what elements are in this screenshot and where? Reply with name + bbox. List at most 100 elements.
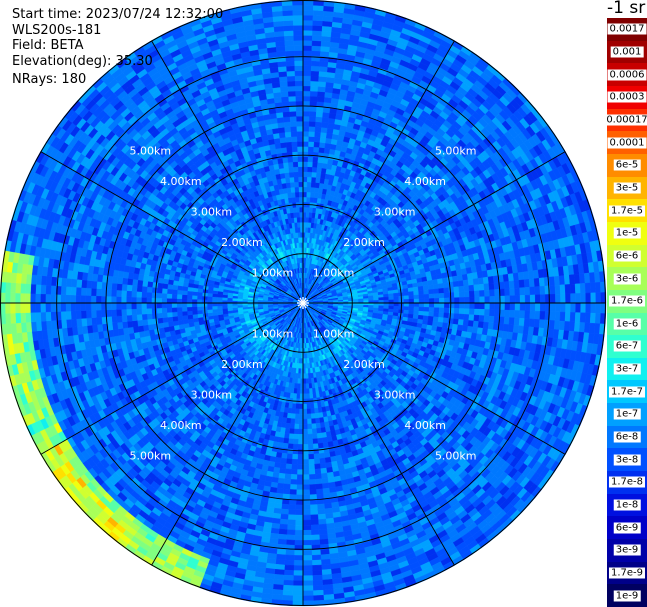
heatmap-cell bbox=[403, 306, 410, 311]
heatmap-cell bbox=[191, 306, 198, 311]
heatmap-cell bbox=[309, 403, 315, 410]
heatmap-cell bbox=[294, 413, 300, 420]
heatmap-cell bbox=[305, 206, 310, 213]
heatmap-cell bbox=[432, 283, 439, 290]
heatmap-cell bbox=[432, 279, 439, 285]
heatmap-cell bbox=[181, 310, 188, 316]
heatmap-cell bbox=[186, 310, 193, 316]
heatmap-cell bbox=[166, 311, 173, 318]
heatmap-cell bbox=[306, 191, 311, 198]
heatmap-cell bbox=[308, 388, 313, 394]
heatmap-cell bbox=[305, 388, 310, 395]
heatmap-cell bbox=[307, 428, 313, 435]
heatmap-cell bbox=[299, 393, 304, 400]
heatmap-cell bbox=[321, 432, 327, 439]
heatmap-cell bbox=[171, 311, 178, 317]
heatmap-cell bbox=[294, 181, 300, 188]
heatmap-cell bbox=[388, 293, 394, 298]
heatmap-cell bbox=[166, 302, 172, 308]
heatmap-cell bbox=[393, 305, 400, 310]
heatmap-cell bbox=[171, 293, 178, 299]
heatmap-cell bbox=[298, 434, 304, 440]
heatmap-cell bbox=[408, 302, 415, 308]
heatmap-cell bbox=[196, 295, 203, 300]
heatmap-cell bbox=[423, 307, 430, 313]
heatmap-cell bbox=[433, 288, 440, 295]
heatmap-cell bbox=[293, 176, 299, 183]
heatmap-cell bbox=[311, 433, 318, 440]
heatmap-cell bbox=[408, 295, 415, 300]
heatmap-cell bbox=[212, 308, 218, 313]
heatmap-cell bbox=[413, 302, 420, 308]
heatmap-cell bbox=[171, 298, 178, 304]
heatmap-cell bbox=[211, 296, 218, 301]
heatmap-cell bbox=[413, 306, 420, 312]
heatmap-cell bbox=[316, 432, 323, 439]
heatmap-cell bbox=[302, 171, 308, 178]
heatmap-cell bbox=[293, 217, 298, 223]
heatmap-cell bbox=[418, 310, 425, 316]
heatmap-cell bbox=[290, 413, 296, 420]
heatmap-cell bbox=[311, 166, 318, 173]
heatmap-cell bbox=[302, 166, 308, 172]
heatmap-cell bbox=[321, 437, 328, 444]
heatmap-cell bbox=[311, 423, 317, 430]
heatmap-cell bbox=[299, 196, 304, 203]
heatmap-cell bbox=[289, 171, 295, 178]
heatmap-cell bbox=[306, 403, 311, 410]
heatmap-cell bbox=[314, 417, 321, 424]
heatmap-cell bbox=[217, 308, 223, 313]
heatmap-cell bbox=[307, 438, 314, 445]
heatmap-cell bbox=[305, 368, 309, 374]
heatmap-cell bbox=[418, 290, 425, 296]
heatmap-cell bbox=[290, 181, 296, 188]
heatmap-cell bbox=[161, 297, 167, 304]
heatmap-cell bbox=[288, 166, 295, 173]
heatmap-cell bbox=[302, 403, 307, 410]
heatmap-cell bbox=[186, 294, 193, 300]
heatmap-cell bbox=[206, 296, 213, 301]
heatmap-cell bbox=[216, 305, 223, 310]
heatmap-cell bbox=[191, 298, 198, 304]
heatmap-cell bbox=[307, 161, 314, 168]
heatmap-cell bbox=[383, 296, 390, 301]
heatmap-cell bbox=[293, 423, 299, 430]
heatmap-cell bbox=[187, 314, 194, 320]
heatmap-cell bbox=[368, 297, 374, 301]
heatmap-cell bbox=[211, 305, 218, 310]
heatmap-cell bbox=[408, 291, 415, 296]
heatmap-cell bbox=[302, 408, 308, 415]
heatmap-cell bbox=[306, 408, 311, 415]
heatmap-cell bbox=[307, 166, 313, 173]
heatmap-cell bbox=[418, 298, 425, 304]
heatmap-cell bbox=[403, 299, 410, 304]
heatmap-cell bbox=[388, 302, 395, 307]
heatmap-cell bbox=[299, 211, 304, 218]
heatmap-cell bbox=[423, 298, 430, 304]
heatmap-cell bbox=[161, 302, 167, 309]
heatmap-cell bbox=[302, 393, 307, 400]
heatmap-cell bbox=[305, 393, 310, 400]
heatmap-cell bbox=[302, 181, 308, 188]
heatmap-cell bbox=[166, 298, 172, 304]
heatmap-cell bbox=[312, 438, 319, 445]
heatmap-cell bbox=[302, 191, 308, 198]
heatmap-cell bbox=[293, 433, 299, 440]
heatmap-cell bbox=[166, 288, 173, 295]
heatmap-cell bbox=[433, 307, 440, 313]
heatmap-cell bbox=[298, 186, 304, 193]
heatmap-cell bbox=[171, 289, 178, 295]
heatmap-cell bbox=[298, 413, 304, 420]
heatmap-cell bbox=[302, 439, 309, 445]
heatmap-cell bbox=[298, 176, 304, 183]
heatmap-cell bbox=[437, 278, 444, 285]
heatmap-cell bbox=[307, 423, 313, 430]
heatmap-cell bbox=[283, 167, 290, 174]
heatmap-cell bbox=[291, 191, 296, 198]
heatmap-cell bbox=[181, 290, 188, 296]
heatmap-cell bbox=[408, 298, 415, 304]
heatmap-cell bbox=[423, 289, 430, 295]
heatmap-cell bbox=[172, 315, 179, 322]
heatmap-cell bbox=[311, 171, 317, 178]
heatmap-cell bbox=[428, 311, 435, 317]
